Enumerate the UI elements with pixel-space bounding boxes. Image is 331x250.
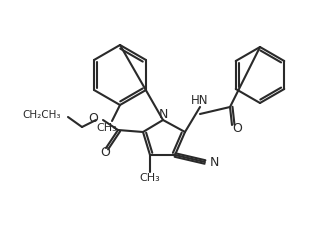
Text: N: N	[158, 108, 168, 120]
Text: O: O	[100, 146, 110, 160]
Text: O: O	[232, 122, 242, 134]
Text: CH₂CH₃: CH₂CH₃	[23, 110, 61, 120]
Text: CH₃: CH₃	[140, 173, 161, 183]
Text: N: N	[209, 156, 219, 168]
Text: CH₃: CH₃	[97, 123, 118, 133]
Text: O: O	[88, 112, 98, 126]
Text: HN: HN	[191, 94, 209, 106]
